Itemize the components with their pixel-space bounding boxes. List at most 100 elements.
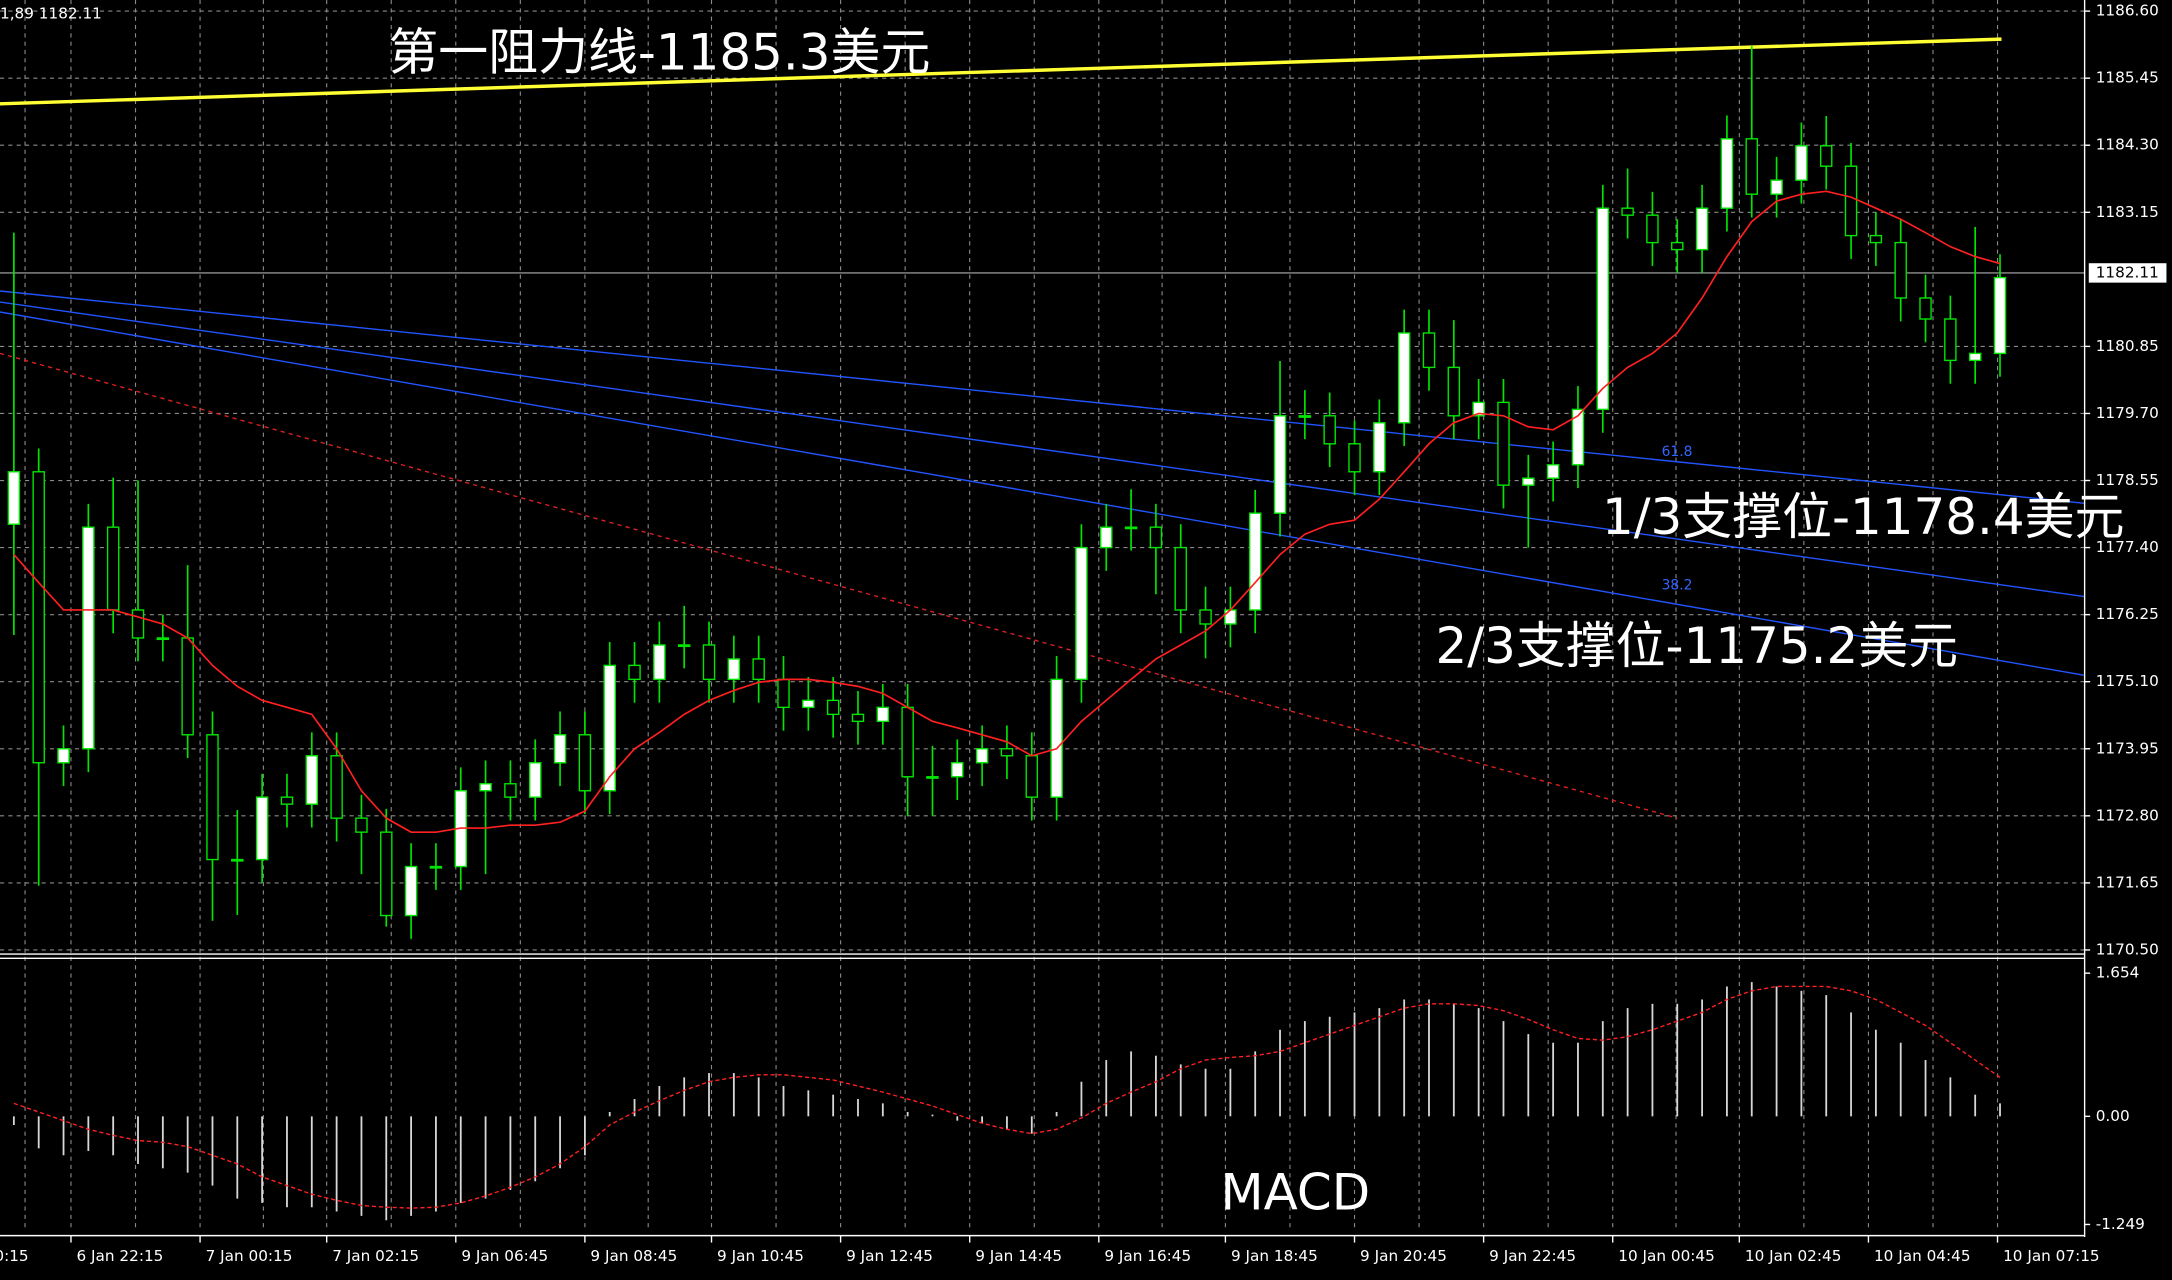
candle-body <box>1819 145 1833 167</box>
y-tick-label: 1183.15 <box>2096 203 2159 221</box>
candle-body <box>106 526 120 611</box>
candle-body <box>1174 546 1187 611</box>
candle-body <box>851 713 865 723</box>
x-tick-label: 9 Jan 08:45 <box>590 1247 677 1265</box>
candle-body <box>727 658 741 681</box>
candle-body <box>951 762 964 778</box>
candle-body <box>82 526 95 750</box>
candle-body <box>1000 748 1014 757</box>
candle-body <box>404 865 418 917</box>
candle-body <box>1919 297 1932 320</box>
x-tick-label: 9 Jan 20:45 <box>1360 1247 1447 1265</box>
candle-body <box>1795 145 1808 181</box>
candle-body <box>1447 366 1461 417</box>
y-tick-label: 1.654 <box>2096 964 2140 982</box>
candle-body <box>380 831 393 917</box>
x-tick-label: 6 Jan 22:15 <box>77 1247 164 1265</box>
x-tick-label: 9 Jan 12:45 <box>846 1247 933 1265</box>
price-box-label: 1182.11 <box>2096 263 2159 281</box>
x-tick-label: 7 Jan 00:15 <box>206 1247 293 1265</box>
candle-body <box>1422 332 1436 369</box>
candle-body <box>1025 755 1039 798</box>
candle-body <box>1894 241 1907 299</box>
candle-body <box>255 796 269 861</box>
candle-body <box>1646 214 1659 244</box>
trendline <box>0 352 1678 819</box>
panel-title: MACD <box>1221 1163 1371 1221</box>
candle-body <box>677 644 691 648</box>
candle-body <box>1248 512 1262 611</box>
candle-body <box>32 471 45 764</box>
y-tick-label: 1179.70 <box>2096 404 2159 422</box>
candle-body <box>901 706 914 778</box>
candle-body <box>429 865 443 869</box>
y-tick-label: 1173.95 <box>2096 739 2159 757</box>
y-tick-label: 1172.80 <box>2096 806 2159 824</box>
candle-body <box>1745 138 1758 195</box>
candle-body <box>1273 415 1287 514</box>
price-box <box>2088 263 2167 283</box>
candle-body <box>1621 207 1634 216</box>
candle-body <box>777 678 790 709</box>
candle-body <box>1472 401 1485 417</box>
candle-body <box>876 706 890 723</box>
candle-body <box>7 471 21 525</box>
candle-body <box>702 644 716 681</box>
y-tick-label: 0.00 <box>2096 1107 2130 1125</box>
candle-body <box>802 699 815 709</box>
y-tick-label: 1171.65 <box>2096 873 2159 891</box>
candle-body <box>1546 464 1560 479</box>
candle-body <box>826 699 840 716</box>
candle-body <box>1348 443 1361 473</box>
y-tick-label: 1184.30 <box>2096 136 2159 154</box>
candle-body <box>1944 318 1957 362</box>
candle-body <box>231 858 244 862</box>
candle-body <box>1844 165 1858 237</box>
candle-body <box>1522 477 1535 486</box>
trendline <box>0 37 2002 106</box>
candle-body <box>355 817 368 833</box>
fib-label: 38.2 <box>1662 577 1693 593</box>
trendline <box>0 290 2085 504</box>
annotation: 第一阻力线-1185.3美元 <box>388 23 930 81</box>
candle-body <box>926 776 939 779</box>
candle-body <box>1596 207 1610 411</box>
candle-body <box>57 748 70 764</box>
signal-line <box>13 985 2001 1209</box>
x-tick-label: 10 Jan 00:45 <box>1618 1247 1715 1265</box>
x-tick-label: 10 Jan 07:15 <box>2003 1247 2100 1265</box>
candle-body <box>1770 179 1783 195</box>
candle-body <box>752 658 765 681</box>
candle-body <box>1571 408 1585 466</box>
y-tick-label: 1180.85 <box>2096 337 2159 355</box>
candle-body <box>504 783 517 798</box>
candle-body <box>1993 276 2007 355</box>
candle-body <box>1397 332 1411 424</box>
x-tick-label: 7 Jan 02:15 <box>332 1247 419 1265</box>
moving-average <box>13 190 2001 833</box>
candle-body <box>181 637 194 736</box>
candle-body <box>1720 138 1734 209</box>
candle-body <box>1050 678 1063 798</box>
candle-body <box>131 609 145 639</box>
candle-body <box>156 637 170 641</box>
candle-body <box>1323 415 1336 445</box>
candle-body <box>479 783 492 792</box>
candle-body <box>1695 207 1709 251</box>
candle-body <box>1100 526 1113 549</box>
candle-body <box>1224 609 1237 625</box>
y-tick-label: -1.249 <box>2096 1215 2145 1233</box>
trendline <box>0 301 2085 598</box>
trendline <box>0 311 2085 676</box>
x-tick-label: 9 Jan 22:45 <box>1489 1247 1576 1265</box>
candle-body <box>1298 415 1312 418</box>
x-tick-label: 9 Jan 14:45 <box>975 1247 1062 1265</box>
y-tick-label: 1175.10 <box>2096 672 2159 690</box>
candle-body <box>1124 526 1138 530</box>
candle-body <box>206 734 219 861</box>
x-tick-label: 20:15 <box>0 1247 29 1265</box>
candle-body <box>603 664 616 792</box>
y-tick-label: 1178.55 <box>2096 471 2159 489</box>
candle-body <box>305 755 319 805</box>
